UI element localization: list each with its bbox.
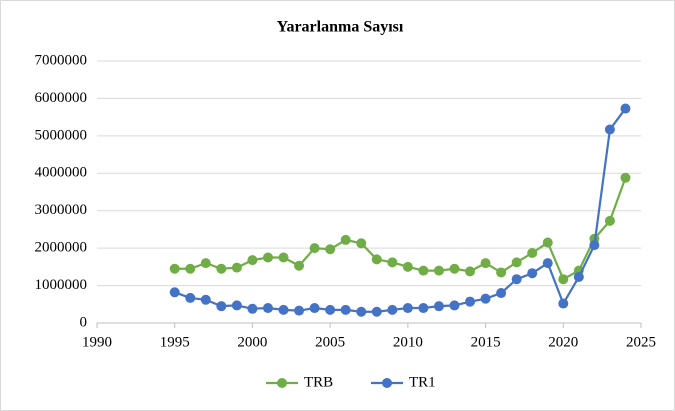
data-point: [216, 301, 227, 312]
data-point: [231, 262, 242, 273]
data-point: [465, 266, 476, 277]
data-point: [402, 261, 413, 272]
data-point: [200, 258, 211, 269]
data-point: [169, 287, 180, 298]
x-tick-label: 2020: [548, 334, 578, 350]
data-point: [433, 301, 444, 312]
chart-title: Yararlanma Sayısı: [277, 19, 404, 36]
data-point: [325, 244, 336, 255]
data-point: [247, 255, 258, 266]
data-point: [449, 263, 460, 274]
data-point: [309, 243, 320, 254]
y-tick-label: 5000000: [35, 127, 88, 143]
data-point: [278, 304, 289, 315]
data-point: [589, 240, 600, 251]
data-point: [558, 274, 569, 285]
data-point: [169, 263, 180, 274]
data-point: [527, 248, 538, 259]
y-tick-label: 4000000: [35, 165, 88, 181]
y-tick-label: 6000000: [35, 90, 88, 106]
data-point: [449, 300, 460, 311]
data-point: [262, 252, 273, 263]
data-point: [418, 303, 429, 314]
data-point: [185, 263, 196, 274]
data-point: [231, 300, 242, 311]
data-point: [294, 260, 305, 271]
data-point: [325, 304, 336, 315]
data-point: [371, 254, 382, 265]
data-point: [340, 304, 351, 315]
data-point: [356, 238, 367, 249]
data-point: [542, 237, 553, 248]
y-tick-label: 7000000: [35, 52, 88, 68]
data-point: [402, 303, 413, 314]
x-tick-label: 2025: [626, 334, 656, 350]
data-point: [480, 258, 491, 269]
data-point: [465, 296, 476, 307]
data-point: [573, 271, 584, 282]
x-tick-label: 1990: [82, 334, 112, 350]
x-tick-label: 2015: [471, 334, 501, 350]
data-point: [542, 258, 553, 269]
data-point: [496, 288, 507, 299]
y-tick-label: 2000000: [35, 240, 88, 256]
data-point: [294, 305, 305, 316]
data-point: [356, 306, 367, 317]
data-point: [278, 252, 289, 263]
data-point: [185, 292, 196, 303]
data-point: [309, 303, 320, 314]
data-point: [387, 257, 398, 268]
data-point: [511, 274, 522, 285]
data-point: [527, 268, 538, 279]
data-point: [216, 263, 227, 274]
data-point: [496, 267, 507, 278]
data-point: [604, 124, 615, 135]
data-point: [371, 306, 382, 317]
data-point: [200, 294, 211, 305]
data-point: [558, 298, 569, 309]
y-tick-label: 3000000: [35, 202, 88, 218]
y-tick-label: 1000000: [35, 277, 88, 293]
data-point: [604, 215, 615, 226]
data-point: [418, 265, 429, 276]
data-point: [340, 234, 351, 245]
legend-label: TRB: [304, 374, 333, 390]
data-point: [387, 304, 398, 315]
data-point: [262, 303, 273, 314]
y-tick-label: 0: [80, 314, 88, 330]
data-point: [511, 257, 522, 268]
data-point: [247, 303, 258, 314]
data-point: [620, 172, 631, 183]
data-point: [620, 103, 631, 114]
data-point: [433, 265, 444, 276]
x-tick-label: 2000: [237, 334, 267, 350]
legend-label: TR1: [409, 374, 436, 390]
x-tick-label: 2005: [315, 334, 345, 350]
legend-marker: [382, 378, 392, 388]
legend-marker: [277, 378, 287, 388]
data-point: [480, 293, 491, 304]
x-tick-label: 2010: [393, 334, 423, 350]
x-tick-label: 1995: [160, 334, 190, 350]
